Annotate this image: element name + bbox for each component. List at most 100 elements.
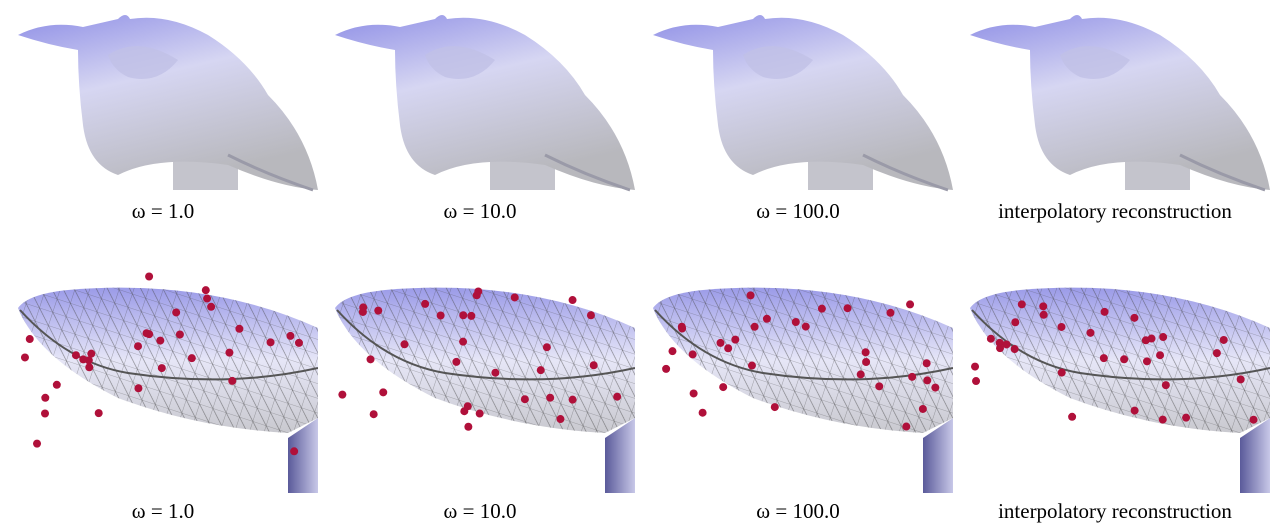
sample-point: [537, 366, 545, 374]
sample-point: [751, 323, 759, 331]
sample-point: [1237, 375, 1245, 383]
closeup-render: [18, 288, 318, 493]
sample-point: [464, 423, 472, 431]
sample-point: [1003, 340, 1011, 348]
sample-point: [85, 363, 93, 371]
sample-point: [1120, 355, 1128, 363]
sample-point: [1068, 413, 1076, 421]
sample-point: [1011, 345, 1019, 353]
sample-point: [1182, 414, 1190, 422]
sample-point: [1159, 416, 1167, 424]
sample-point: [886, 309, 894, 317]
sample-point: [1250, 416, 1258, 424]
sample-point: [902, 423, 910, 431]
sample-point: [476, 410, 484, 418]
sample-point: [511, 293, 519, 301]
sample-point: [228, 377, 236, 385]
sample-point: [290, 447, 298, 455]
sample-point: [286, 332, 294, 340]
sample-point: [400, 340, 408, 348]
sample-point: [176, 331, 184, 339]
sample-point: [374, 307, 382, 315]
sample-point: [1058, 369, 1066, 377]
sample-point: [971, 363, 979, 371]
sample-point: [587, 311, 595, 319]
sample-point: [1162, 381, 1170, 389]
sample-point: [203, 295, 211, 303]
sample-point: [919, 405, 927, 413]
sample-point: [689, 350, 697, 358]
sample-point: [134, 342, 142, 350]
sample-point: [662, 365, 670, 373]
sample-point: [699, 409, 707, 417]
sample-point: [763, 315, 771, 323]
sample-point: [370, 410, 378, 418]
sample-point: [145, 272, 153, 280]
sample-point: [678, 325, 686, 333]
sample-point: [207, 303, 215, 311]
sample-point: [923, 359, 931, 367]
sample-point: [1101, 308, 1109, 316]
sample-point: [862, 348, 870, 356]
sample-point: [1100, 354, 1108, 362]
sample-point: [41, 394, 49, 402]
sample-point: [748, 362, 756, 370]
sample-point: [460, 407, 468, 415]
camel-render: [653, 15, 953, 190]
sample-point: [1159, 333, 1167, 341]
sample-point: [521, 395, 529, 403]
sample-point: [1039, 302, 1047, 310]
sample-point: [747, 291, 755, 299]
sample-point: [452, 358, 460, 366]
sample-point: [1143, 357, 1151, 365]
sample-point: [690, 389, 698, 397]
sample-point: [906, 300, 914, 308]
sample-point: [1148, 335, 1156, 343]
sample-point: [421, 300, 429, 308]
sample-point: [731, 336, 739, 344]
sample-point: [802, 323, 810, 331]
sample-point: [188, 354, 196, 362]
caption: ω = 100.0: [756, 499, 839, 523]
sample-point: [972, 377, 980, 385]
sample-point: [556, 415, 564, 423]
sample-point: [295, 339, 303, 347]
sample-point: [719, 383, 727, 391]
sample-point: [792, 318, 800, 326]
sample-point: [41, 410, 49, 418]
caption: ω = 1.0: [132, 499, 194, 523]
sample-point: [1130, 314, 1138, 322]
sample-point: [1018, 300, 1026, 308]
sample-point: [668, 347, 676, 355]
sample-point: [459, 338, 467, 346]
camel-render: [18, 15, 318, 190]
sample-point: [79, 355, 87, 363]
sample-point: [95, 409, 103, 417]
sample-point: [491, 369, 499, 377]
sample-point: [459, 311, 467, 319]
sample-point: [367, 355, 375, 363]
sample-point: [235, 325, 243, 333]
sample-point: [1087, 329, 1095, 337]
sample-point: [1131, 407, 1139, 415]
sample-point: [1220, 336, 1228, 344]
sample-point: [546, 394, 554, 402]
figure: ω = 1.0ω = 10.0ω = 100.0interpolatory re…: [0, 0, 1270, 531]
sample-point: [569, 296, 577, 304]
sample-point: [771, 403, 779, 411]
sample-point: [1213, 349, 1221, 357]
sample-point: [931, 384, 939, 392]
sample-point: [569, 396, 577, 404]
sample-point: [543, 343, 551, 351]
sample-point: [724, 344, 732, 352]
sample-point: [857, 370, 865, 378]
sample-point: [844, 304, 852, 312]
sample-point: [267, 338, 275, 346]
sample-point: [72, 351, 80, 359]
caption: interpolatory reconstruction: [998, 499, 1232, 523]
sample-point: [818, 305, 826, 313]
sample-point: [21, 353, 29, 361]
sample-point: [473, 291, 481, 299]
sample-point: [437, 311, 445, 319]
sample-point: [1040, 311, 1048, 319]
